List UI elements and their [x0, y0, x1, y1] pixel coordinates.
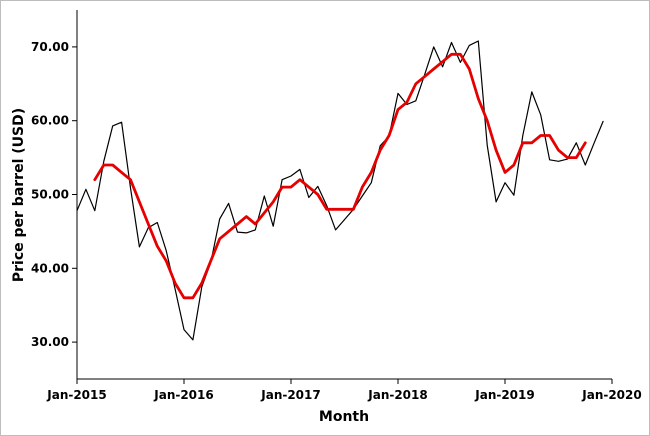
y-tick-label: 70.00	[31, 40, 69, 54]
y-axis-ticks: 30.00 40.00 50.00 60.00 70.00	[31, 40, 77, 349]
series-line-red	[93, 52, 587, 300]
x-tick-label: Jan-2019	[474, 388, 534, 402]
x-tick-label: Jan-2017	[260, 388, 320, 402]
x-axis-ticks: Jan-2015 Jan-2016 Jan-2017 Jan-2018 Jan-2019…	[46, 379, 642, 402]
y-tick-label: 40.00	[31, 261, 69, 275]
plot-area	[76, 10, 612, 380]
y-tick-label: 60.00	[31, 114, 69, 128]
y-tick-label: 30.00	[31, 335, 69, 349]
x-tick-label: Jan-2015	[46, 388, 106, 402]
x-tick-label: Jan-2018	[367, 388, 427, 402]
x-tick-label: Jan-2016	[153, 388, 213, 402]
x-tick-label: Jan-2020	[581, 388, 641, 402]
x-axis-title: Month	[319, 409, 369, 425]
y-tick-label: 50.00	[31, 188, 69, 202]
series-layer	[76, 40, 604, 341]
series-line-black	[76, 40, 604, 341]
y-axis-title: Price per barrel (USD)	[11, 108, 27, 282]
